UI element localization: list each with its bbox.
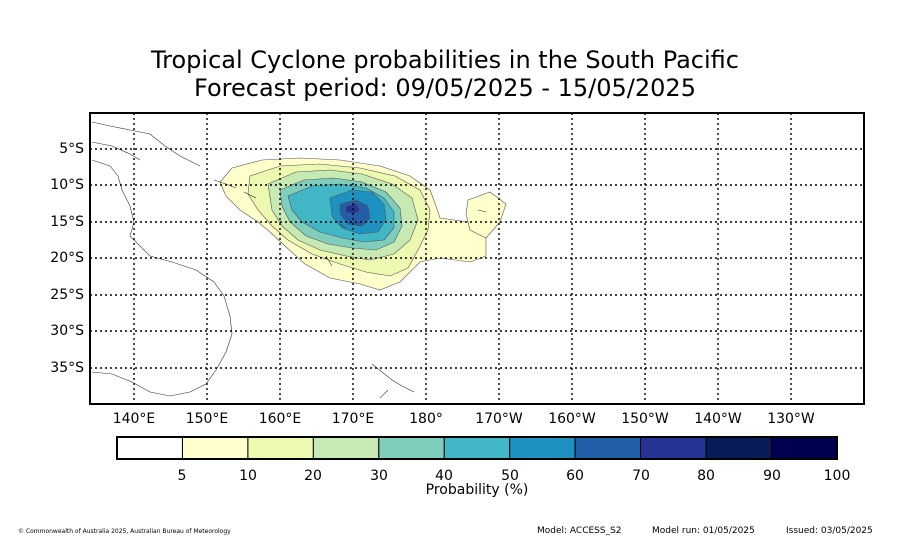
australia-coast <box>91 159 233 397</box>
lon-label: 160°W <box>548 411 596 427</box>
colorbar-tick-label: 10 <box>239 468 257 484</box>
map-title: Tropical Cyclone probabilities in the So… <box>151 46 739 74</box>
model-name: Model: ACCESS_S2 <box>537 526 622 536</box>
colorbar-tick-label: 70 <box>632 468 650 484</box>
lon-label: 150°W <box>621 411 669 427</box>
solomon-islands <box>213 179 257 199</box>
colorbar-swatch <box>312 436 380 460</box>
probability-contours <box>219 157 507 291</box>
colorbar-label: Probability (%) <box>425 482 529 498</box>
colorbar-swatch <box>181 436 249 460</box>
lat-label: 5°S <box>59 141 84 157</box>
colorbar-tick-label: 20 <box>304 468 322 484</box>
colorbar-tick-label: 50 <box>501 468 519 484</box>
lon-label: 160°E <box>258 411 302 427</box>
new-guinea-coast <box>91 121 201 167</box>
colorbar-swatch <box>443 436 511 460</box>
copyright-notice: © Commonwealth of Australia 2025, Austra… <box>18 528 231 535</box>
colorbar-tick-label: 5 <box>177 468 187 484</box>
lat-label: 30°S <box>50 323 84 339</box>
colorbar-swatch <box>378 436 445 460</box>
colorbar-tick-label: 60 <box>566 468 584 484</box>
colorbar-swatch <box>509 436 576 460</box>
lat-label: 10°S <box>50 177 84 193</box>
lon-label: 150°E <box>185 411 229 427</box>
lon-label: 140°W <box>694 411 742 427</box>
colorbar-frame <box>116 436 838 460</box>
colorbar <box>116 436 838 460</box>
colorbar-swatch <box>116 436 183 460</box>
new-zealand-coast <box>371 363 415 399</box>
lat-label: 35°S <box>50 360 84 376</box>
lon-label: 130°W <box>767 411 815 427</box>
forecast-period: Forecast period: 09/05/2025 - 15/05/2025 <box>194 74 696 102</box>
colorbar-swatch <box>771 436 838 460</box>
lon-label: 170°W <box>475 411 523 427</box>
colorbar-swatch <box>705 436 773 460</box>
lat-label: 20°S <box>50 250 84 266</box>
lon-label: 140°E <box>112 411 156 427</box>
contour-5b <box>465 191 507 239</box>
colorbar-swatch <box>574 436 642 460</box>
lon-label: 170°E <box>331 411 375 427</box>
colorbar-tick-label: 30 <box>370 468 388 484</box>
issued-date: Issued: 03/05/2025 <box>786 526 873 536</box>
lat-label: 15°S <box>50 214 84 230</box>
colorbar-tick-label: 100 <box>823 468 851 484</box>
colorbar-tick-label: 40 <box>435 468 453 484</box>
colorbar-tick-label: 80 <box>697 468 715 484</box>
colorbar-tick-label: 90 <box>763 468 781 484</box>
colorbar-swatch <box>640 436 707 460</box>
lon-label: 180° <box>409 411 443 427</box>
lat-label: 25°S <box>50 287 84 303</box>
model-run-date: Model run: 01/05/2025 <box>652 526 755 536</box>
colorbar-swatch <box>247 436 314 460</box>
gridlines <box>90 113 864 404</box>
